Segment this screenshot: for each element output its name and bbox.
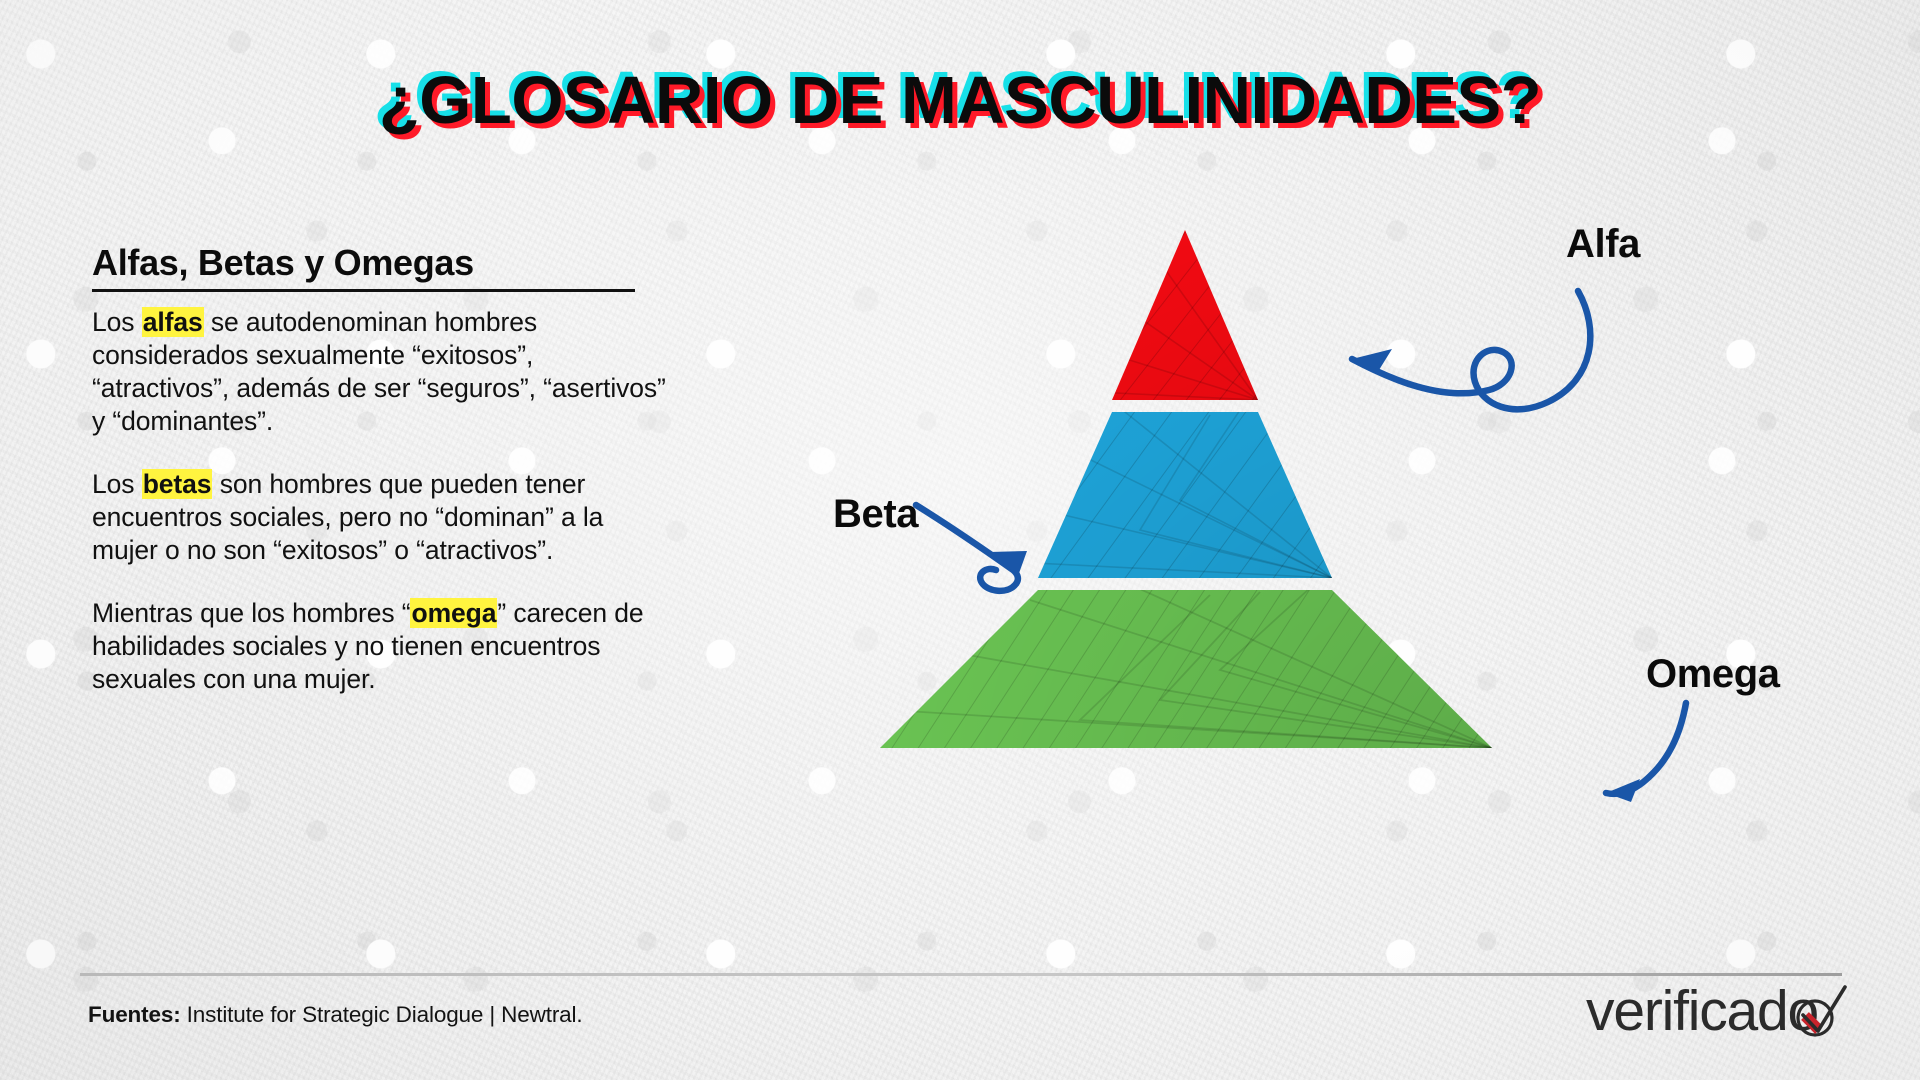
- title-container: ¿GLOSARIO DE MASCULINIDADES? ¿GLOSARIO D…: [0, 60, 1920, 141]
- verificado-logo: verificado: [1586, 980, 1850, 1042]
- check-mark-icon: [1788, 980, 1850, 1042]
- arrow-omega: [1602, 699, 1690, 797]
- paragraph-alfas-after: se autodenominan hombres considerados se…: [92, 307, 666, 437]
- highlight-alfas: alfas: [141, 307, 204, 338]
- title-text: ¿GLOSARIO DE MASCULINIDADES?: [378, 63, 1542, 138]
- paragraph-omegas: Mientras que los hombres “omega” carecen…: [92, 597, 672, 696]
- sources-line: Fuentes: Institute for Strategic Dialogu…: [88, 1002, 583, 1028]
- callout-label-beta: Beta: [833, 492, 919, 536]
- text-column: Alfas, Betas y Omegas Los alfas se autod…: [92, 242, 672, 696]
- sources-label: Fuentes:: [88, 1002, 181, 1027]
- paragraph-betas-after: son hombres que pueden tener encuentros …: [92, 469, 604, 566]
- title-ghost-red: ¿GLOSARIO DE MASCULINIDADES?: [383, 68, 1547, 143]
- pyramid-svg: [880, 230, 1492, 748]
- footer-divider: [80, 973, 1842, 976]
- paragraph-alfas-before: Los: [92, 307, 142, 338]
- heading-underline-rule: [92, 289, 635, 293]
- paragraph-betas: Los betas son hombres que pueden tener e…: [92, 468, 672, 567]
- paragraph-omegas-before: Mientras que los hombres “: [92, 598, 411, 629]
- highlight-betas: betas: [141, 469, 213, 500]
- pyramid-chart: [880, 200, 1600, 780]
- page-title: ¿GLOSARIO DE MASCULINIDADES? ¿GLOSARIO D…: [374, 60, 1547, 141]
- logo-wordmark: verificado: [1586, 978, 1819, 1043]
- arrowhead-omega-icon: [1606, 779, 1640, 802]
- paragraph-alfas: Los alfas se autodenominan hombres consi…: [92, 306, 672, 438]
- pyramid-level-beta: [1038, 412, 1332, 578]
- title-ghost-cyan: ¿GLOSARIO DE MASCULINIDADES?: [373, 58, 1537, 133]
- paragraph-betas-before: Los: [92, 469, 142, 500]
- paragraph-omegas-after: ” carecen de habilidades sociales y no t…: [92, 598, 644, 695]
- highlight-omegas: omega: [410, 598, 498, 629]
- section-heading: Alfas, Betas y Omegas: [92, 242, 474, 283]
- callout-label-omega: Omega: [1646, 652, 1780, 696]
- sources-value: Institute for Strategic Dialogue | Newtr…: [186, 1002, 583, 1027]
- callout-label-alfa: Alfa: [1566, 222, 1640, 266]
